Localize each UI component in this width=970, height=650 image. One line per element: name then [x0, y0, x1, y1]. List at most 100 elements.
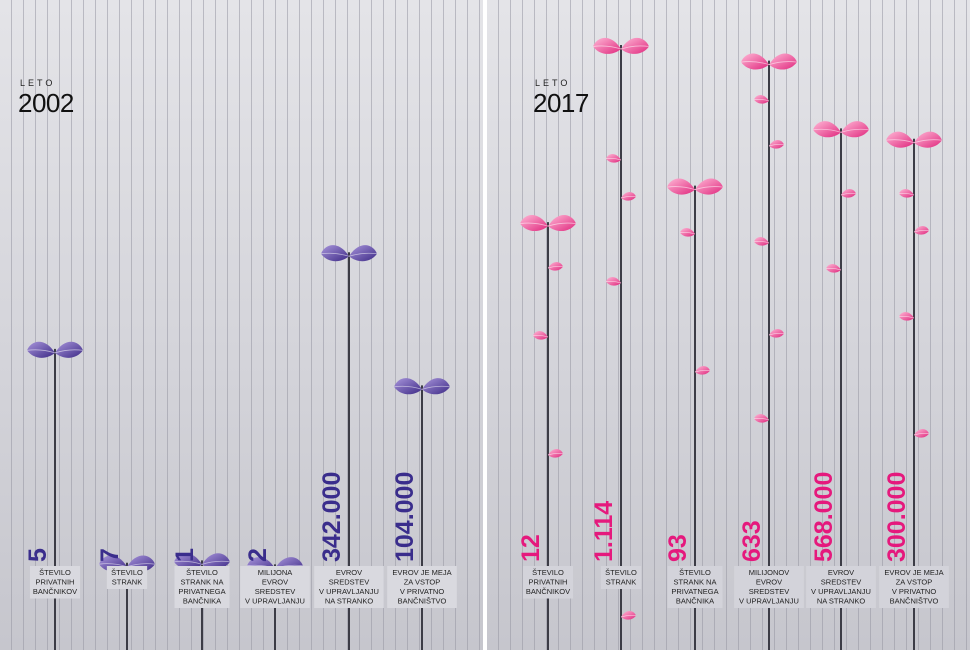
- leaf-top-left-vein: [666, 186, 696, 191]
- value-label: 93: [664, 534, 692, 562]
- description-box: [667, 566, 723, 608]
- leaf-side-vein: [898, 192, 915, 196]
- description-line: ZA VSTOP: [896, 578, 933, 587]
- description-line: STRANK: [112, 578, 142, 587]
- description-line: BANČNIKA: [183, 597, 221, 606]
- description-line: EVROV: [262, 578, 288, 587]
- description-line: ŠTEVILO: [679, 568, 711, 577]
- leaf-top-right-vein: [547, 222, 577, 227]
- leaf-side-vein: [547, 452, 564, 456]
- leaf-top-left-vein: [740, 61, 770, 66]
- description-line: EVROV: [756, 578, 782, 587]
- leaf-top-left-vein: [592, 45, 622, 50]
- description-box: [314, 566, 384, 608]
- leaf-top-right-vein: [694, 186, 724, 191]
- description-line: EVROV: [336, 568, 362, 577]
- description-line: SREDSTEV: [821, 578, 861, 587]
- description-line: SREDSTEV: [255, 587, 295, 596]
- plant-chart-2002: 5ŠTEVILOPRIVATNIHBANČNIKOV7ŠTEVILOSTRANK…: [24, 245, 457, 650]
- leaf-top-right-vein: [421, 385, 451, 390]
- description-box: [806, 566, 876, 608]
- description-box: [240, 566, 310, 608]
- leaf-side-vein: [532, 334, 549, 338]
- description-line: ŠTEVILO: [39, 568, 71, 577]
- leaf-side-vein: [825, 267, 842, 271]
- value-label: 5: [24, 548, 52, 562]
- value-label: 633: [738, 520, 766, 562]
- leaf-top-left-vein: [885, 139, 915, 144]
- leaf-side-vein: [605, 157, 622, 161]
- description-line: PRIVATNEGA: [671, 587, 718, 596]
- description-line: V UPRAVLJANJU: [811, 587, 871, 596]
- description-box: [734, 566, 804, 608]
- leaf-side-vein: [768, 143, 785, 147]
- value-label: 1.114: [590, 501, 618, 562]
- leaf-side-vein: [753, 240, 770, 244]
- description-line: BANČNIKOV: [33, 587, 77, 596]
- value-label: 1: [171, 548, 199, 562]
- description-line: ŠTEVILO: [111, 568, 143, 577]
- description-box: [522, 566, 574, 599]
- description-line: PRIVATNIH: [36, 578, 75, 587]
- leaf-top-right-vein: [348, 252, 378, 257]
- leaf-side-vein: [694, 369, 711, 373]
- description-line: MILIJONA: [258, 568, 293, 577]
- leaf-side-vein: [768, 332, 785, 336]
- year-title: 2017: [533, 88, 589, 118]
- year-title: 2002: [18, 88, 74, 118]
- description-line: BANČNIŠTVO: [398, 597, 447, 606]
- leaf-side-vein: [620, 614, 637, 618]
- description-line: V UPRAVLJANJU: [245, 597, 305, 606]
- value-label: 104.000: [391, 472, 419, 562]
- leaf-top-left-vein: [26, 349, 56, 354]
- panel-2017: LETO 2017 12 ŠTEVILO PRIVATNIH BANČNIKOV 1.1…: [487, 0, 970, 650]
- leaf-top-right-vein: [620, 45, 650, 50]
- description-line: ZA VSTOP: [404, 578, 441, 587]
- value-label: 342.000: [318, 472, 346, 562]
- value-label: 7: [96, 548, 124, 562]
- description-line: PRIVATNIH: [529, 578, 568, 587]
- description-line: V UPRAVLJANJU: [319, 587, 379, 596]
- leaf-top-right-vein: [840, 128, 870, 133]
- leaf-side-vein: [913, 432, 930, 436]
- year-caption: LETO: [535, 78, 571, 88]
- grid-lines: [0, 0, 483, 650]
- leaf-top-left-vein: [812, 128, 842, 133]
- description-line: SREDSTEV: [749, 587, 789, 596]
- description-box: [29, 566, 81, 599]
- value-label: 12: [517, 534, 545, 562]
- description-box: [600, 566, 642, 589]
- leaf-side-vein: [547, 265, 564, 269]
- leaf-side-vein: [620, 195, 637, 199]
- panel-2002: LETO 2002 5 ŠTEVILO PRIVATNIH BANČNIKOV 7 ŠTE…: [0, 0, 483, 650]
- description-line: EVROV JE MEJA: [884, 568, 943, 577]
- year-caption: LETO: [20, 78, 56, 88]
- leaf-top-right-vein: [201, 560, 231, 565]
- leaf-side-vein: [679, 231, 696, 235]
- description-line: STRANK NA: [181, 578, 224, 587]
- leaf-top-right-vein: [768, 61, 798, 66]
- leaf-top-left-vein: [393, 385, 423, 390]
- leaf-top-right-vein: [54, 349, 84, 354]
- description-line: V PRIVATNO: [892, 587, 936, 596]
- description-line: BANČNIKOV: [526, 587, 570, 596]
- description-line: EVROV: [828, 568, 854, 577]
- description-box: [106, 566, 148, 589]
- description-line: NA STRANKO: [325, 597, 374, 606]
- description-line: PRIVATNEGA: [178, 587, 225, 596]
- leaf-side-vein: [753, 417, 770, 421]
- description-line: NA STRANKO: [817, 597, 866, 606]
- description-line: V PRIVATNO: [400, 587, 444, 596]
- description-line: ŠTEVILO: [186, 568, 218, 577]
- leaf-side-vein: [840, 192, 857, 196]
- description-line: STRANK NA: [674, 578, 717, 587]
